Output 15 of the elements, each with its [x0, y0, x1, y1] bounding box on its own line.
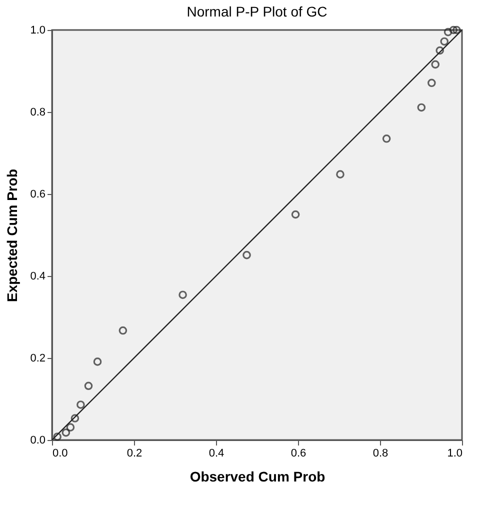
y-tick-label: 1.0 — [30, 24, 46, 36]
y-tick-label: 0.4 — [30, 270, 46, 282]
x-tick-label: 0.2 — [126, 448, 142, 460]
y-tick-label: 0.0 — [30, 434, 46, 446]
x-tick-label: 0.6 — [290, 448, 306, 460]
y-axis-title: Expected Cum Prob — [4, 168, 20, 302]
x-tick-label: 0.8 — [372, 448, 388, 460]
x-tick-label: 0.0 — [52, 448, 68, 460]
y-tick-label: 0.6 — [30, 188, 46, 200]
y-tick-label: 0.2 — [30, 352, 46, 364]
y-tick-label: 0.8 — [30, 106, 46, 118]
x-tick-label: 0.4 — [208, 448, 224, 460]
chart-title: Normal P-P Plot of GC — [186, 3, 328, 20]
x-axis-title: Observed Cum Prob — [190, 468, 326, 484]
x-tick-label: 1.0 — [447, 448, 462, 460]
